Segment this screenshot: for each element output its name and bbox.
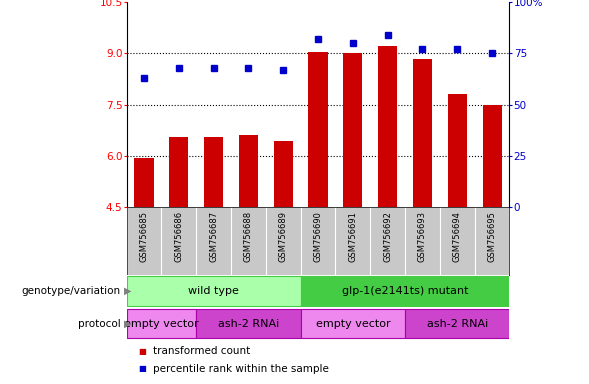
Bar <box>405 309 509 338</box>
Text: empty vector: empty vector <box>124 318 198 329</box>
Text: ash-2 RNAi: ash-2 RNAi <box>426 318 488 329</box>
Bar <box>134 158 154 207</box>
Text: wild type: wild type <box>188 286 239 296</box>
Text: ■: ■ <box>138 347 146 356</box>
Text: GSM756692: GSM756692 <box>383 211 392 262</box>
Bar <box>300 276 509 306</box>
Bar <box>482 104 502 207</box>
Text: glp-1(e2141ts) mutant: glp-1(e2141ts) mutant <box>342 286 468 296</box>
Text: GSM756685: GSM756685 <box>140 211 148 262</box>
Text: GSM756693: GSM756693 <box>418 211 427 262</box>
Text: GSM756689: GSM756689 <box>279 211 288 262</box>
Text: protocol: protocol <box>78 318 121 329</box>
Bar <box>196 309 300 338</box>
Text: ▶: ▶ <box>124 286 131 296</box>
Bar <box>169 137 188 207</box>
Bar <box>378 46 397 207</box>
Bar <box>127 276 300 306</box>
Text: GSM756695: GSM756695 <box>488 211 497 262</box>
Text: ▶: ▶ <box>124 318 131 329</box>
Text: GSM756686: GSM756686 <box>174 211 183 262</box>
Text: GSM756690: GSM756690 <box>313 211 323 262</box>
Text: ■: ■ <box>138 364 146 373</box>
Bar <box>309 51 327 207</box>
Bar <box>448 94 467 207</box>
Bar <box>300 309 405 338</box>
Bar <box>274 141 293 207</box>
Bar <box>413 60 432 207</box>
Bar <box>204 137 223 207</box>
Bar <box>239 136 258 207</box>
Text: GSM756691: GSM756691 <box>348 211 358 262</box>
Text: genotype/variation: genotype/variation <box>22 286 121 296</box>
Text: GSM756688: GSM756688 <box>244 211 253 262</box>
Text: transformed count: transformed count <box>153 346 250 356</box>
Text: GSM756687: GSM756687 <box>209 211 218 262</box>
Text: ash-2 RNAi: ash-2 RNAi <box>218 318 279 329</box>
Text: empty vector: empty vector <box>316 318 390 329</box>
Bar <box>343 53 362 207</box>
Text: GSM756694: GSM756694 <box>453 211 462 262</box>
Bar <box>127 309 196 338</box>
Text: percentile rank within the sample: percentile rank within the sample <box>153 364 329 374</box>
